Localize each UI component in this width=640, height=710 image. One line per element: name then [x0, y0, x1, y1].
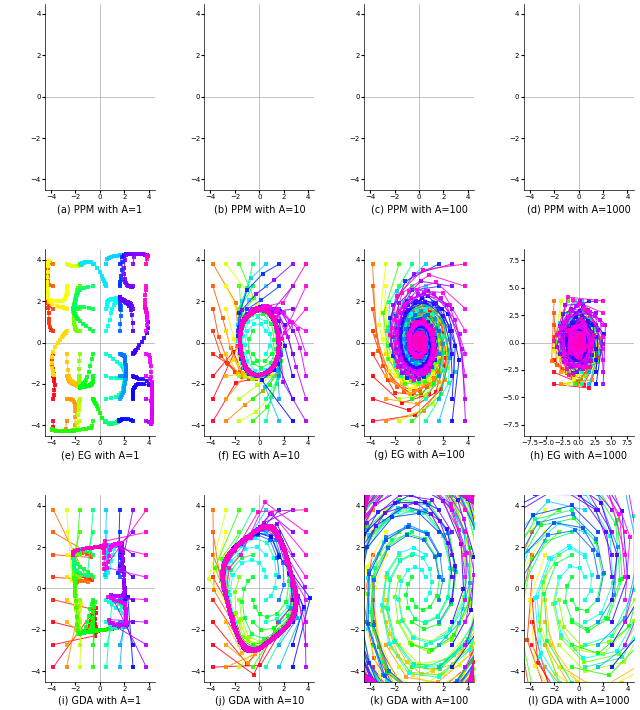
X-axis label: (l) GDA with A=1000: (l) GDA with A=1000: [528, 696, 629, 706]
X-axis label: (g) EG with A=100: (g) EG with A=100: [374, 450, 465, 460]
X-axis label: (a) PPM with A=1: (a) PPM with A=1: [57, 204, 143, 214]
X-axis label: (d) PPM with A=1000: (d) PPM with A=1000: [527, 204, 630, 214]
X-axis label: (c) PPM with A=100: (c) PPM with A=100: [371, 204, 467, 214]
X-axis label: (f) EG with A=10: (f) EG with A=10: [218, 450, 300, 460]
X-axis label: (i) GDA with A=1: (i) GDA with A=1: [58, 696, 141, 706]
X-axis label: (b) PPM with A=10: (b) PPM with A=10: [214, 204, 305, 214]
X-axis label: (j) GDA with A=10: (j) GDA with A=10: [215, 696, 304, 706]
X-axis label: (e) EG with A=1: (e) EG with A=1: [61, 450, 139, 460]
X-axis label: (k) GDA with A=100: (k) GDA with A=100: [370, 696, 468, 706]
X-axis label: (h) EG with A=1000: (h) EG with A=1000: [530, 450, 627, 460]
